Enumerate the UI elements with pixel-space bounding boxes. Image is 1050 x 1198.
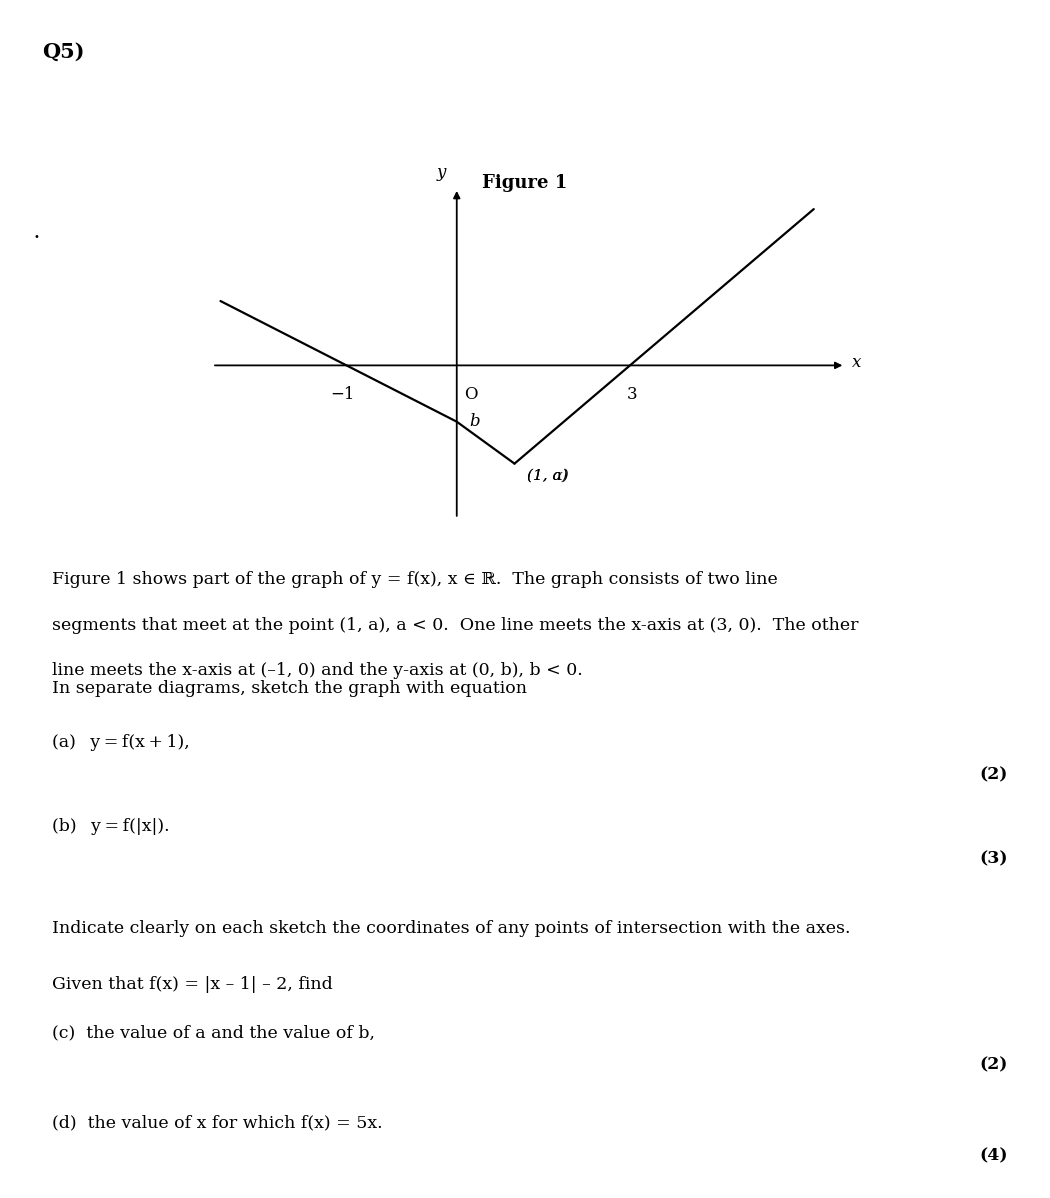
Text: (1, a): (1, a) <box>527 468 568 483</box>
Text: (4): (4) <box>980 1148 1008 1164</box>
Text: segments that meet at the point (1, a), a < 0.  One line meets the x-axis at (3,: segments that meet at the point (1, a), … <box>52 617 859 634</box>
Text: Figure 1 shows part of the graph of y = f(x), x ∈ ℝ.  The graph consists of two : Figure 1 shows part of the graph of y = … <box>52 571 778 588</box>
Text: 3: 3 <box>627 386 637 403</box>
Text: Figure 1: Figure 1 <box>482 174 568 192</box>
Text: −1: −1 <box>330 386 355 403</box>
Text: Q5): Q5) <box>42 42 84 62</box>
Text: (d)  the value of x for which f(x) = 5x.: (d) the value of x for which f(x) = 5x. <box>52 1114 383 1131</box>
Text: line meets the x-axis at (–1, 0) and the y-axis at (0, b), b < 0.: line meets the x-axis at (–1, 0) and the… <box>52 662 583 679</box>
Text: x: x <box>852 355 861 371</box>
Text: In separate diagrams, sketch the graph with equation: In separate diagrams, sketch the graph w… <box>52 680 527 697</box>
Text: Given that f(x) = |x – 1| – 2, find: Given that f(x) = |x – 1| – 2, find <box>52 976 333 993</box>
Text: b: b <box>469 413 480 430</box>
Text: •: • <box>34 232 40 242</box>
Text: (b)   y = f(|x|).: (b) y = f(|x|). <box>52 818 170 835</box>
Text: (3): (3) <box>980 851 1008 867</box>
Text: (2): (2) <box>980 1057 1008 1073</box>
Text: O: O <box>464 386 478 403</box>
Text: (1, α): (1, α) <box>527 468 569 483</box>
Text: (a)   y = f(x + 1),: (a) y = f(x + 1), <box>52 734 190 751</box>
Text: (c)  the value of a and the value of b,: (c) the value of a and the value of b, <box>52 1024 376 1041</box>
Text: (2): (2) <box>980 767 1008 783</box>
Text: y: y <box>437 164 446 181</box>
Text: Indicate clearly on each sketch the coordinates of any points of intersection wi: Indicate clearly on each sketch the coor… <box>52 920 850 937</box>
